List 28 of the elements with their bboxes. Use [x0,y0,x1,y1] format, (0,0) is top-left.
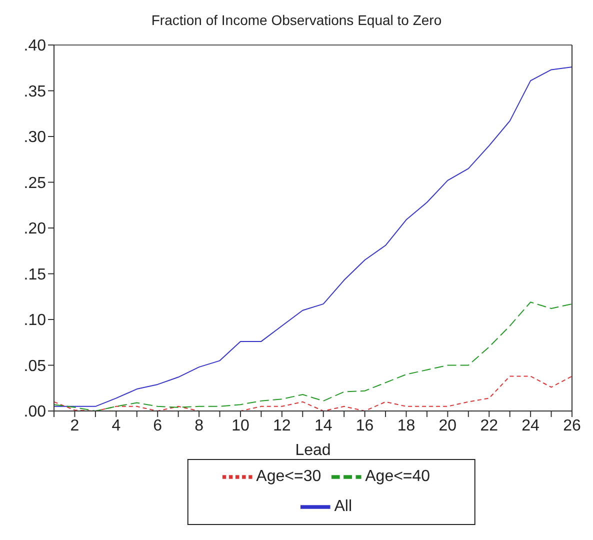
y-tick-label: .20 [24,220,46,238]
x-tick-label: 10 [232,417,250,434]
legend-label: Age<=40 [365,468,430,486]
y-tick-label: .05 [24,358,46,375]
x-tick-label: 2 [70,417,80,434]
x-tick-label: 22 [480,417,498,434]
chart-title: Fraction of Income Observations Equal to Zero [150,11,443,28]
legend-label: All [334,498,352,516]
y-tick-label: .35 [24,83,46,100]
x-axis-title: Lead [295,442,331,459]
x-tick-label: 6 [153,417,162,434]
y-tick-label: .00 [24,404,46,421]
y-tick-label: .30 [24,129,46,146]
x-tick-label: 20 [438,417,457,434]
y-tick-label: .15 [24,266,46,284]
x-tick-label: 4 [112,417,121,434]
x-tick-label: 26 [563,417,581,434]
x-tick-label: 16 [356,417,374,434]
y-tick-label: .10 [24,312,46,330]
x-tick-label: 8 [194,417,204,434]
legend-label: Age<=30 [256,468,322,486]
y-tick-label: .25 [24,174,46,192]
x-tick-label: 24 [522,417,540,434]
x-tick-label: 12 [273,417,291,434]
y-tick-label: .40 [24,38,46,55]
line-series [54,66,572,407]
x-tick-label: 14 [314,417,332,434]
x-tick-label: 18 [397,417,416,434]
